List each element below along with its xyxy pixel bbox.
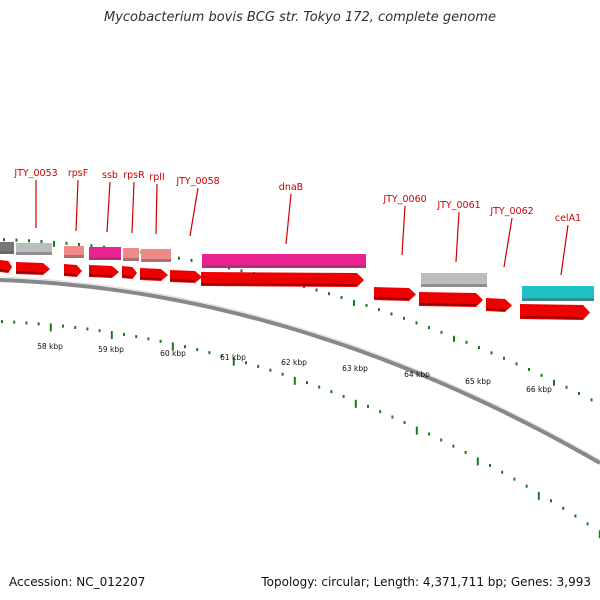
gene-label: dnaB: [279, 182, 303, 193]
gene-label-leader: [106, 181, 111, 233]
cds-track: [0, 260, 590, 320]
feature-box-shadow: [16, 252, 52, 255]
cds-arrow: [201, 272, 364, 287]
scale-tick-label: 65 kbp: [465, 377, 491, 386]
gene-label-leader: [455, 211, 460, 263]
genome-summary: Topology: circular; Length: 4,371,711 bp…: [261, 575, 591, 589]
cds-arrow-shadow: [418, 303, 477, 306]
cds-arrow: [520, 304, 590, 320]
accession-label: Accession: NC_012207: [9, 575, 146, 589]
cds-arrow-shadow: [15, 271, 44, 274]
cds-arrow: [419, 292, 483, 307]
gene-label: JTY_0060: [382, 194, 426, 205]
gene-label: JTY_0058: [175, 176, 219, 187]
gene-label: ssb: [102, 170, 118, 181]
feature-box-shadow: [123, 258, 139, 261]
feature-box: [64, 246, 84, 258]
cds-arrow-shadow: [121, 275, 133, 278]
gene-label: rplI: [149, 172, 164, 183]
feature-box: [141, 249, 171, 262]
gene-label-leader: [560, 224, 569, 276]
cds-arrow-shadow: [373, 297, 410, 300]
cds-arrow-shadow: [200, 283, 358, 286]
gene-label: rpsR: [123, 170, 145, 181]
cds-arrow-shadow: [485, 308, 506, 311]
cds-arrow-shadow: [139, 277, 162, 280]
feature-box: [16, 243, 52, 255]
scale-tick-label: 58 kbp: [37, 342, 63, 351]
gene-label: JTY_0061: [436, 200, 480, 211]
backbone-line: [0, 278, 600, 465]
feature-box-shadow: [522, 298, 594, 301]
gene-label: celA1: [555, 213, 581, 224]
map-title: Mycobacterium bovis BCG str. Tokyo 172, …: [104, 10, 496, 25]
scale-tick-label: 63 kbp: [342, 364, 368, 373]
scale-tick-label: 66 kbp: [526, 385, 552, 394]
gene-label-leader: [131, 181, 135, 234]
gene-label: JTY_0053: [13, 168, 57, 179]
gene-label: JTY_0062: [489, 206, 533, 217]
scale-tick-label: 62 kbp: [281, 358, 307, 367]
gene-label-leader: [75, 179, 79, 232]
feature-box-shadow: [202, 265, 366, 268]
scale-tick-label: 60 kbp: [160, 349, 186, 358]
gene-label-leader: [401, 205, 406, 256]
scale-tick-label: 59 kbp: [98, 345, 124, 354]
cds-arrow-shadow: [0, 269, 9, 272]
cds-arrow-shadow: [63, 273, 77, 276]
feature-box: [0, 242, 14, 254]
feature-track: [0, 242, 594, 301]
backbone: [0, 276, 600, 465]
minor-ticks-bottom: [1, 320, 600, 539]
gene-labels: JTY_0053 rpsF ssb rpsR rplI JTY_0058 dnaB JTY_0…: [13, 168, 581, 276]
feature-box-shadow: [89, 257, 121, 260]
backbone-highlight: [0, 276, 600, 461]
scale-tick-label: 64 kbp: [404, 370, 430, 379]
feature-box-shadow: [421, 284, 487, 287]
feature-box-shadow: [141, 259, 171, 262]
cds-arrow-shadow: [519, 316, 584, 319]
gene-label: rpsF: [68, 168, 88, 179]
feature-box-shadow: [64, 255, 84, 258]
feature-box: [123, 248, 139, 261]
scale-labels: 58 kbp 59 kbp 60 kbp 61 kbp 62 kbp 63 kbp 64 k…: [37, 342, 552, 394]
feature-box-shadow: [0, 251, 14, 254]
scale-tick-label: 61 kbp: [220, 353, 246, 362]
feature-box: [89, 247, 121, 260]
cds-arrow-shadow: [88, 274, 113, 277]
feature-box: [202, 254, 366, 268]
gene-label-leader: [285, 193, 292, 245]
cds-arrow-shadow: [169, 279, 196, 282]
gene-label-leader: [155, 183, 158, 235]
gene-label-leader: [503, 217, 513, 268]
gene-label-leader: [189, 187, 199, 237]
feature-box: [421, 273, 487, 287]
feature-box: [522, 286, 594, 301]
